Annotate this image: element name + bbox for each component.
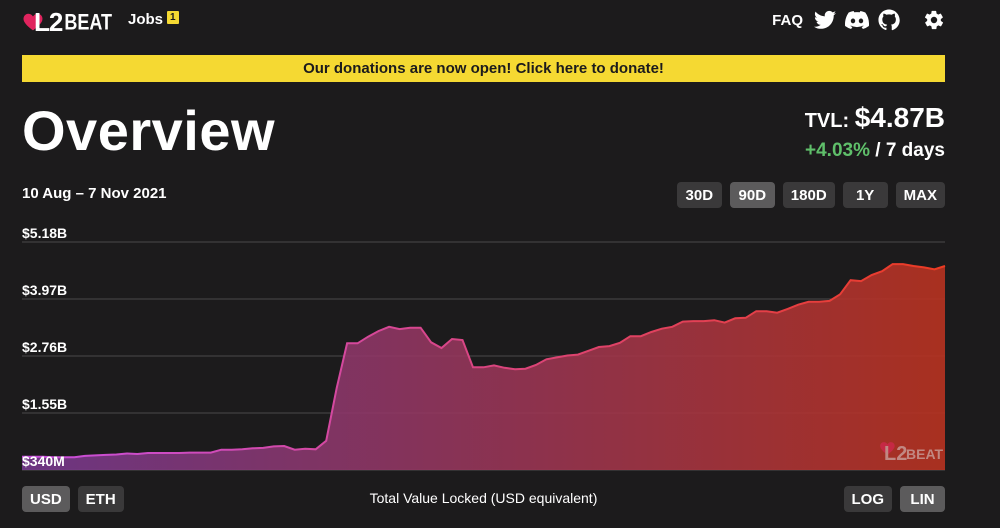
range-button-90d[interactable]: 90D xyxy=(729,182,775,208)
date-range-label: 10 Aug – 7 Nov 2021 xyxy=(22,185,167,202)
currency-selector: USD ETH xyxy=(22,486,124,512)
chart-caption: Total Value Locked (USD equivalent) xyxy=(369,490,598,506)
scale-lin-button[interactable]: LIN xyxy=(900,486,945,512)
tvl-change-row: +4.03% / 7 days xyxy=(805,138,945,164)
github-icon[interactable] xyxy=(878,9,900,31)
range-button-max[interactable]: MAX xyxy=(895,182,945,208)
watermark-beat-text: BEAT xyxy=(906,446,944,462)
logo-beat-text: BEAT xyxy=(64,8,113,34)
time-range-selector: 30D 90D 180D 1Y MAX xyxy=(676,182,945,208)
scale-selector: LOG LIN xyxy=(843,486,945,512)
tvl-value: $4.87B xyxy=(854,102,945,133)
currency-eth-button[interactable]: ETH xyxy=(77,486,124,512)
tvl-chart: $340M $1.55B $2.76B $3.97B $5.18B L2 BEAT xyxy=(22,225,946,471)
donation-banner[interactable]: Our donations are now open! Click here t… xyxy=(22,55,945,82)
tvl-line xyxy=(22,263,946,459)
twitter-icon[interactable] xyxy=(814,10,836,30)
page-title: Overview xyxy=(22,99,276,162)
discord-icon[interactable] xyxy=(845,11,869,29)
watermark-heart-icon xyxy=(880,442,895,455)
heart-logo-icon xyxy=(23,13,43,31)
page: L2 BEAT Jobs 1 FAQ Our donations are now… xyxy=(22,0,946,528)
tvl-change-period: / 7 days xyxy=(875,140,945,161)
tvl-summary: TVL: $4.87B +4.03% / 7 days xyxy=(805,101,945,164)
tvl-row: TVL: $4.87B xyxy=(805,101,945,138)
settings-gear-icon[interactable] xyxy=(923,9,945,31)
y-tick-label: $2.76B xyxy=(22,339,67,355)
currency-usd-button[interactable]: USD xyxy=(22,486,70,512)
y-tick-label: $5.18B xyxy=(22,225,67,241)
range-button-1y[interactable]: 1Y xyxy=(842,182,888,208)
tvl-label: TVL: xyxy=(804,110,850,132)
tvl-change-percent: +4.03% xyxy=(805,140,870,161)
range-button-30d[interactable]: 30D xyxy=(676,182,722,208)
logo-l2-text: L2 xyxy=(34,6,63,37)
y-tick-label: $1.55B xyxy=(22,396,67,412)
jobs-count-badge: 1 xyxy=(167,11,179,24)
jobs-link[interactable]: Jobs 1 xyxy=(128,11,179,28)
l2beat-watermark: L2 BEAT xyxy=(880,442,944,465)
jobs-label: Jobs xyxy=(128,11,164,28)
faq-link[interactable]: FAQ xyxy=(772,11,803,29)
l2beat-logo[interactable]: L2 BEAT xyxy=(22,5,112,39)
y-tick-label: $340M xyxy=(22,453,65,469)
y-tick-label: $3.97B xyxy=(22,282,67,298)
range-button-180d[interactable]: 180D xyxy=(782,182,835,208)
top-right-nav: FAQ xyxy=(772,9,945,31)
tvl-area xyxy=(22,264,945,470)
scale-log-button[interactable]: LOG xyxy=(843,486,892,512)
watermark-l2-text: L2 xyxy=(884,443,907,465)
